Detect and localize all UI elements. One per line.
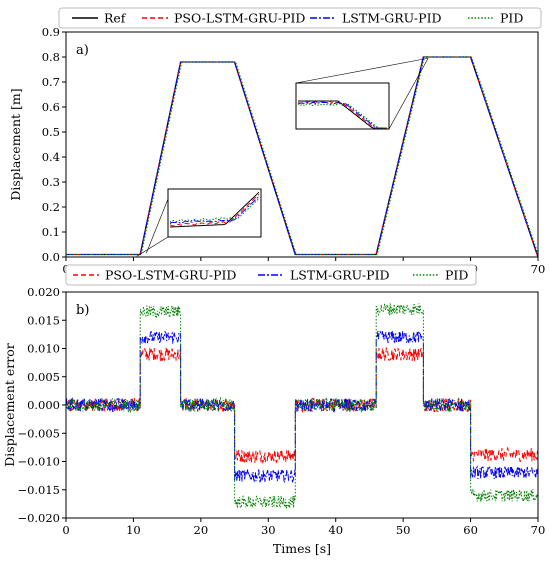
inset-connector xyxy=(295,57,429,84)
y-tick-label: −0.005 xyxy=(17,426,60,440)
y-tick-label: 0.4 xyxy=(42,150,60,164)
y-tick-label: 0.010 xyxy=(27,342,60,356)
x-axis-label: Times [s] xyxy=(273,541,331,556)
x-tick-label: 30 xyxy=(261,523,276,537)
y-tick-label: 0.0 xyxy=(42,250,60,264)
series-line-pso-lstm-gru-pid xyxy=(66,347,538,464)
inset-connector xyxy=(388,58,429,130)
y-axis-label: Displacement [m] xyxy=(8,88,23,200)
y-axis-label: Displacement error xyxy=(2,343,17,466)
y-tick-label: −0.020 xyxy=(17,511,60,525)
legend-label: Ref xyxy=(104,11,127,26)
series-line-pid xyxy=(66,303,538,510)
inset-series-lstm-gru-pid xyxy=(297,101,387,129)
x-tick-label: 50 xyxy=(396,523,411,537)
y-tick-label: 0.5 xyxy=(42,125,60,139)
y-tick-label: 0.6 xyxy=(42,100,60,114)
inset-series-ref xyxy=(169,191,260,228)
x-tick-label: 0 xyxy=(62,523,69,537)
plot-area xyxy=(66,303,538,510)
legend-label: PSO-LSTM-GRU-PID xyxy=(105,268,236,283)
y-tick-label: 0.020 xyxy=(27,285,60,299)
y-tick-label: −0.015 xyxy=(17,483,60,497)
panel-a: 0102030405060700.00.10.20.30.40.50.60.70… xyxy=(8,7,546,276)
legend-frame xyxy=(58,7,542,29)
y-tick-label: 0.8 xyxy=(42,50,60,64)
x-tick-label: 70 xyxy=(531,262,546,276)
inset-series-pso-lstm-gru-pid xyxy=(169,193,260,227)
y-tick-label: 0.3 xyxy=(42,175,60,189)
x-tick-label: 70 xyxy=(531,523,546,537)
inset-connector xyxy=(136,236,169,257)
y-tick-label: 0.7 xyxy=(42,75,60,89)
panel-b: 0 10 20 30 40 50 60 70 −0.020 −0.015 −0.010 −0.005 0… xyxy=(2,264,546,556)
y-tick-label: 0.2 xyxy=(42,200,60,214)
legend-label: LSTM-GRU-PID xyxy=(342,11,442,26)
y-tick-label: 0.9 xyxy=(42,25,60,39)
axes-frame xyxy=(65,291,539,519)
legend-label: PSO-LSTM-GRU-PID xyxy=(174,11,305,26)
axes-frame xyxy=(65,31,539,258)
legend: Ref PSO-LSTM-GRU-PID LSTM-GRU-PID PID xyxy=(58,7,542,29)
x-tick-label: 60 xyxy=(463,523,478,537)
inset-series-pid xyxy=(169,198,260,223)
inset-frame xyxy=(167,188,262,238)
y-tick-label: 0.015 xyxy=(27,313,60,327)
x-tick-label: 20 xyxy=(194,523,209,537)
inset-frame xyxy=(295,82,390,130)
legend-label: LSTM-GRU-PID xyxy=(290,268,390,283)
plot-area xyxy=(66,56,538,257)
panel-label: a) xyxy=(76,43,89,58)
x-tick-label: 40 xyxy=(328,523,343,537)
x-tick-label: 10 xyxy=(126,523,141,537)
inset-series-lstm-gru-pid xyxy=(169,195,260,225)
series-line-lstm-gru-pid xyxy=(66,330,538,484)
legend-label: PID xyxy=(500,11,523,26)
y-tick-label: 0.000 xyxy=(27,398,60,412)
legend: PSO-LSTM-GRU-PID LSTM-GRU-PID PID xyxy=(65,264,477,286)
zoom-inset xyxy=(136,188,262,257)
y-tick-label: −0.010 xyxy=(17,455,60,469)
y-tick-label: 0.005 xyxy=(27,370,60,384)
zoom-inset xyxy=(295,57,429,130)
panel-label: b) xyxy=(76,303,89,318)
y-tick-label: 0.1 xyxy=(42,225,60,239)
inset-series-pid xyxy=(297,102,387,129)
legend-label: PID xyxy=(445,268,468,283)
